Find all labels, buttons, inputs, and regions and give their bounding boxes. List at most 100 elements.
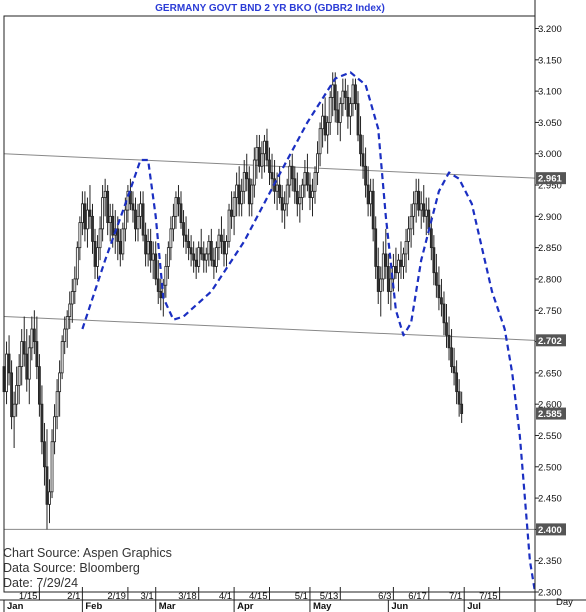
candle-body [80,203,84,224]
candle-body [189,247,193,255]
candle-body [68,303,72,317]
candle-body [381,253,385,280]
month-label: Apr [237,601,254,612]
y-tick-label: 3.100 [538,87,562,98]
candle-body [174,197,178,217]
candle-body [359,134,362,155]
candle-body [86,209,89,230]
candle-body [354,84,357,105]
y-tick-label: 2.600 [538,400,562,411]
candle-body [247,178,251,205]
candle-body [364,165,367,186]
candle-body [265,140,269,161]
candle-body [192,253,196,261]
candle-body [65,316,69,330]
candle-body [17,366,21,386]
candle-body [50,441,54,493]
candle-body [166,247,170,267]
candle-body [12,403,16,418]
y-tick-label: 2.800 [538,274,562,285]
candle-body [121,228,125,255]
candle-body [227,209,231,242]
candle-body [55,391,59,418]
y-tick-label: 2.900 [538,212,562,223]
candle-body [386,266,390,292]
candle-body [429,228,433,249]
candle-body [116,228,120,242]
candle-body [177,197,180,205]
candle-body [164,266,168,286]
y-tick-label: 2.750 [538,306,562,317]
x-tick-label: 7/15 [479,591,498,602]
source-note-chart: Chart Source: Aspen Graphics [3,546,172,560]
candle-body [341,90,345,105]
candle-body [366,184,370,205]
x-unit-label: Day [556,597,573,608]
candle-body [209,240,213,261]
candle-body [35,341,39,368]
candle-body [374,228,378,267]
candle-body [230,209,233,217]
x-tick-label: 4/1 [219,591,232,602]
candle-body [321,115,325,130]
candle-body [450,347,453,368]
candle-body [384,253,388,267]
candle-body [434,272,438,286]
candle-body [290,165,294,180]
candle-body [38,366,41,405]
candle-body [207,240,211,255]
candle-body [101,197,105,230]
candle-body [184,234,188,242]
candle-body [278,184,282,198]
candle-body [260,153,264,167]
level-badge [536,523,566,536]
x-tick-label: 6/17 [408,591,427,602]
candle-body [288,165,292,186]
candle-body [91,215,94,242]
candle-body [106,190,110,224]
y-tick-label: 2.650 [538,368,562,379]
month-label: Feb [85,601,102,612]
candle-body [331,84,335,98]
source-note-data: Data Source: Bloomberg [3,561,140,575]
candle-body [397,259,400,274]
candle-body [182,222,185,236]
candle-body [159,291,163,299]
candle-body [123,209,127,230]
candle-body [412,203,416,217]
y-tick-label: 2.850 [538,243,562,254]
candle-body [88,209,92,217]
candle-body [235,184,239,198]
level-badge-label: 2.702 [538,336,562,347]
candle-body [445,322,448,336]
candle-body [402,253,405,267]
level-badge-label: 2.400 [538,525,562,536]
candle-body [422,203,426,217]
candle-body [20,341,24,368]
candle-body [70,291,74,305]
candle-body [53,416,56,443]
candle-body [293,178,297,192]
candle-body [323,115,327,136]
candle-body [300,184,304,198]
candle-body [313,172,317,192]
x-tick-label: 6/3 [378,591,391,602]
candle-body [78,222,82,249]
x-tick-label: 7/1 [449,591,462,602]
candle-body [336,109,340,123]
x-tick-label: 5/13 [320,591,339,602]
candle-body [442,303,446,324]
candle-body [136,215,140,230]
candle-body [250,184,254,205]
y-tick-label: 2.550 [538,431,562,442]
candle-body [134,209,137,230]
candle-body [194,259,198,267]
chart-title: GERMANY GOVT BND 2 YR BKO (GDBR2 Index) [155,3,385,14]
candle-body [275,184,279,192]
candle-body [242,172,246,192]
candle-body [394,266,398,274]
candle-body [48,491,51,505]
x-tick-label: 3/1 [140,591,153,602]
candle-body [328,96,332,123]
